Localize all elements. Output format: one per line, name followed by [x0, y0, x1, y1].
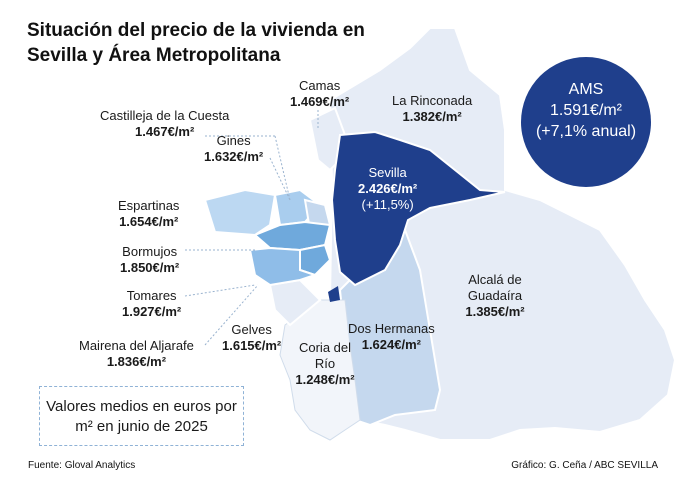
note-box: Valores medios en euros por m² en junio … [39, 386, 244, 446]
label-name: Dos Hermanas [348, 321, 435, 336]
label-name: Sevilla [368, 165, 407, 180]
ams-value: 1.591€/m² [549, 102, 623, 119]
region-sevilla [330, 130, 506, 287]
label-value: 1.615€/m² [222, 338, 282, 353]
label-name: Espartinas [118, 198, 180, 213]
label-value: 1.850€/m² [120, 260, 180, 275]
label-name: Bormujos [122, 244, 178, 259]
label-la-rinconada: La Rinconada 1.382€/m² [392, 93, 472, 125]
label-change: (+11,5%) [361, 197, 414, 212]
label-value: 1.385€/m² [465, 304, 525, 319]
label-value: 1.248€/m² [295, 372, 355, 387]
region-sevilla-enclave [328, 286, 340, 302]
label-name: Camas [299, 78, 341, 93]
label-name: La Rinconada [392, 93, 473, 108]
label-camas: Camas 1.469€/m² [290, 78, 349, 110]
region-coria [279, 299, 361, 441]
label-value: 1.632€/m² [204, 149, 264, 164]
label-value: 1.927€/m² [122, 304, 182, 319]
label-name: Mairena del Aljarafe [79, 338, 194, 353]
leader-lines [184, 110, 319, 346]
label-value: 1.469€/m² [290, 94, 350, 109]
label-value: 2.426€/m² [358, 181, 418, 196]
label-name: Gelves [231, 322, 272, 337]
credit: Gráfico: G. Ceña / ABC SEVILLA [511, 460, 658, 471]
label-espartinas: Espartinas 1.654€/m² [118, 198, 179, 230]
label-sevilla: Sevilla 2.426€/m² (+11,5%) [358, 165, 417, 213]
label-value: 1.624€/m² [361, 337, 421, 352]
label-name: Tomares [126, 288, 177, 303]
label-dos-hermanas: Dos Hermanas 1.624€/m² [348, 321, 435, 353]
label-castilleja: Castilleja de la Cuesta 1.467€/m² [100, 108, 229, 140]
label-value: 1.382€/m² [402, 109, 462, 124]
label-name: Alcalá de Guadaíra [467, 272, 523, 303]
ams-change: (+7,1% anual) [535, 123, 637, 140]
label-mairena: Mairena del Aljarafe 1.836€/m² [79, 338, 194, 370]
label-value: 1.654€/m² [119, 214, 179, 229]
label-name: Castilleja de la Cuesta [100, 108, 230, 123]
label-value: 1.836€/m² [106, 354, 167, 369]
region-espartinas [203, 188, 277, 237]
label-coria: Coria del Río 1.248€/m² [295, 340, 355, 388]
ams-label: AMS [568, 81, 604, 98]
region-mairena [248, 246, 319, 287]
label-name: Gines [216, 133, 251, 148]
label-tomares: Tomares 1.927€/m² [122, 288, 181, 320]
label-gines: Gines 1.632€/m² [204, 133, 263, 165]
ams-badge: AMS 1.591€/m² (+7,1% anual) [521, 57, 651, 187]
map-title: Situación del precio de la vivienda en S… [27, 20, 365, 66]
source: Fuente: Gloval Analytics [28, 460, 136, 471]
label-value: 1.467€/m² [135, 124, 195, 139]
label-gelves: Gelves 1.615€/m² [222, 322, 281, 354]
label-name: Coria del Río [298, 340, 352, 371]
label-bormujos: Bormujos 1.850€/m² [120, 244, 179, 276]
label-alcala: Alcalá de Guadaíra 1.385€/m² [460, 272, 530, 320]
